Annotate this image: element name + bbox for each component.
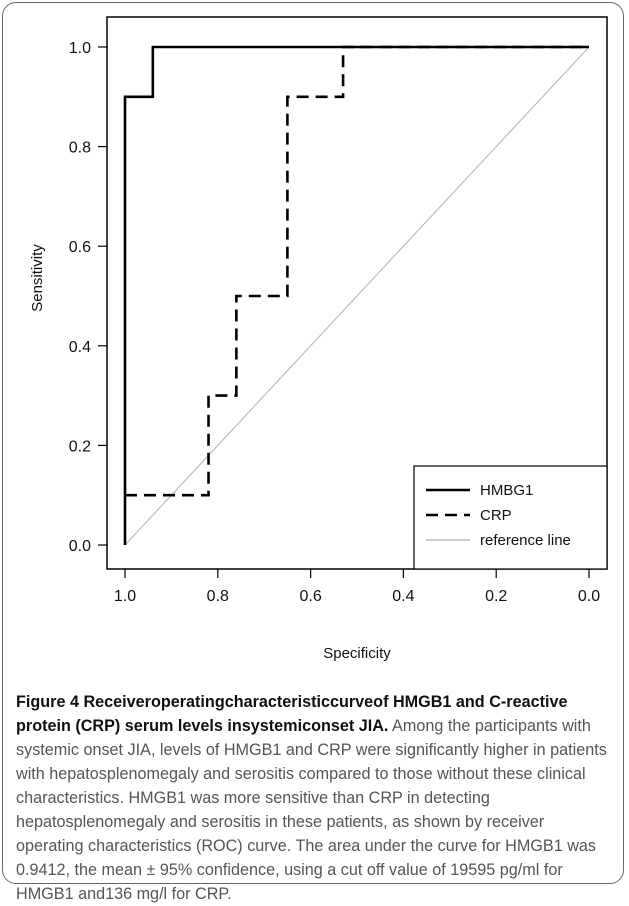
series-line-crp [125, 45, 589, 497]
series-layer [123, 45, 590, 546]
series-line-reference-line [124, 46, 590, 546]
caption-body: Among the participants with systemic ons… [16, 717, 607, 903]
x-tick-label: 0.6 [299, 588, 321, 605]
figure-caption: Figure 4 Receiveroperatingcharacteristic… [16, 690, 616, 906]
x-tick-label: 0.2 [485, 588, 507, 605]
y-tick-label: 0.8 [69, 140, 91, 157]
legend-entries: HMBG1 CRP reference line [426, 482, 571, 549]
y-tick-label: 0.0 [69, 538, 91, 555]
legend-label-crp: CRP [480, 507, 512, 524]
y-tick-label: 0.4 [69, 339, 91, 356]
series-line-hmbg1 [123, 45, 589, 545]
caption-title: Figure 4 Receiveroperatingcharacteristic… [16, 693, 568, 735]
y-tick-label: 1.0 [69, 40, 91, 57]
legend-label-hmbg1: HMBG1 [480, 482, 533, 499]
plot-area-border [106, 16, 608, 570]
x-tick-label: 0.4 [392, 588, 414, 605]
legend: HMBG1 CRP reference line [413, 465, 608, 570]
axis-layer: 1.0 0.8 0.6 0.4 0.2 0.0 0.0 0.2 0.4 0.6 0.8 1.0 [69, 40, 600, 605]
x-tick-label: 0.8 [207, 588, 229, 605]
legend-box [413, 465, 608, 570]
x-tick-label: 0.0 [578, 588, 600, 605]
x-axis-label: Specificity [323, 645, 391, 662]
y-tick-label: 0.6 [69, 239, 91, 256]
legend-label-reference-line: reference line [480, 532, 571, 549]
roc-chart: 1.0 0.8 0.6 0.4 0.2 0.0 0.0 0.2 0.4 0.6 0.8 1.0 Spe… [29, 16, 608, 662]
figure-frame [2, 2, 624, 884]
x-tick-label: 1.0 [114, 588, 136, 605]
y-axis-label: Sensitivity [29, 244, 46, 312]
y-tick-label: 0.2 [69, 438, 91, 455]
